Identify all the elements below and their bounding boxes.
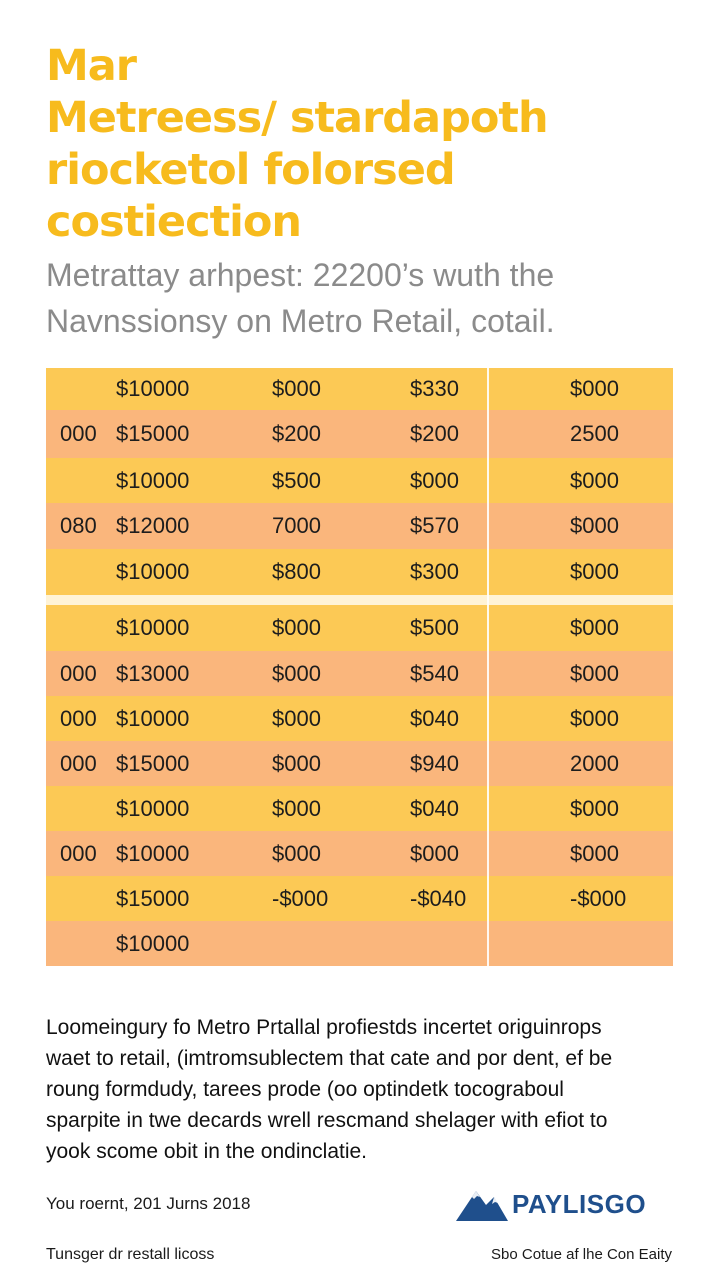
table-cell: $570 bbox=[410, 513, 459, 538]
table-cell: $000 bbox=[570, 467, 619, 493]
table-row: 000 $10000 $000 $040 $000 bbox=[46, 696, 673, 741]
table-cell: $040 bbox=[410, 795, 459, 821]
table-cell: $13000 bbox=[116, 660, 190, 686]
table-row: 000 $10000 $000 $000 $000 bbox=[46, 831, 673, 876]
table-row: 080 $12000 7000 $570 $000 bbox=[46, 503, 673, 549]
table-cell: $000 bbox=[570, 660, 619, 686]
table-cell: $10000 bbox=[116, 467, 190, 493]
table-row: $10000 $000 $330 $000 bbox=[46, 368, 673, 410]
table-row: $15000 -$000 -$040 -$000 bbox=[46, 876, 673, 921]
table-cell: $10000 bbox=[116, 615, 190, 640]
table-cell: $000 bbox=[272, 705, 321, 731]
table-cell: -$000 bbox=[570, 885, 627, 911]
table-cell: $800 bbox=[272, 559, 321, 584]
paragraph-line: yook scome obit in the ondinclatie. bbox=[46, 1140, 368, 1163]
table-cell: $10000 bbox=[116, 795, 190, 821]
table-cell: $000 bbox=[570, 615, 619, 640]
logo-text: PAYLISGO bbox=[512, 1188, 647, 1219]
table-cell: $15000 bbox=[116, 421, 190, 446]
table-row: $10000 $000 $500 $000 bbox=[46, 605, 673, 651]
table-cell: 2500 bbox=[570, 421, 619, 446]
table-cell: $10000 bbox=[116, 930, 190, 956]
table-cell: $000 bbox=[272, 840, 321, 866]
table-cell: 000 bbox=[60, 840, 97, 866]
footer-left-text: Tunsger dr restall licoss bbox=[46, 1246, 215, 1263]
table-cell: $10000 bbox=[116, 840, 190, 866]
brand-logo: PAYLISGO bbox=[456, 1184, 646, 1224]
table-cell: 7000 bbox=[272, 513, 321, 538]
table-cell: $330 bbox=[410, 376, 459, 401]
table-cell: 2000 bbox=[570, 750, 619, 776]
table-row: 000 $15000 $000 $940 2000 bbox=[46, 741, 673, 786]
table-cell: $10000 bbox=[116, 376, 190, 401]
paragraph-line: roung formdudy, tarees prode (oo optinde… bbox=[46, 1078, 564, 1101]
table-cell: $000 bbox=[570, 795, 619, 821]
table-cell: $000 bbox=[272, 795, 321, 821]
table-cell: $200 bbox=[410, 421, 459, 446]
table-cell: $000 bbox=[410, 840, 459, 866]
table-cell: 000 bbox=[60, 660, 97, 686]
table-cell: $500 bbox=[272, 467, 321, 493]
table-cell: $000 bbox=[570, 376, 619, 401]
footer-right-text: Sbo Cotue af lhe Con Eaity bbox=[491, 1246, 672, 1263]
document-title: Mar Metreess/ stardapoth riocketol folor… bbox=[46, 40, 686, 248]
table-cell: $000 bbox=[570, 705, 619, 731]
table-row: $10000 bbox=[46, 921, 673, 966]
table-separator bbox=[46, 595, 673, 605]
table-cell: 000 bbox=[60, 705, 97, 731]
table-cell: -$040 bbox=[410, 885, 467, 911]
table-cell: $000 bbox=[410, 467, 459, 493]
table-cell: $000 bbox=[272, 376, 321, 401]
table-cell: $10000 bbox=[116, 705, 190, 731]
table-group-1: $10000 $000 $330 $000 000 $15000 $200 $200 2500 $… bbox=[46, 368, 673, 595]
table-row: $10000 $500 $000 $000 bbox=[46, 458, 673, 503]
table-cell: $500 bbox=[410, 615, 459, 640]
table-cell: $200 bbox=[272, 421, 321, 446]
paragraph-line: sparpite in twe decards wrell rescmand s… bbox=[46, 1109, 608, 1132]
table-row: 000 $13000 $000 $540 $000 bbox=[46, 651, 673, 696]
table-cell: $040 bbox=[410, 705, 459, 731]
table-cell: 000 bbox=[60, 421, 97, 446]
subtitle-line: Metrattay arhpest: 22200’s wuth the bbox=[46, 257, 555, 293]
table-cell: $15000 bbox=[116, 750, 190, 776]
table-cell: $15000 bbox=[116, 885, 190, 911]
column-divider bbox=[487, 368, 489, 968]
table-cell: $000 bbox=[570, 559, 619, 584]
document-subtitle: Metrattay arhpest: 22200’s wuth the Navn… bbox=[46, 252, 686, 344]
mountain-icon bbox=[456, 1191, 508, 1221]
data-table: $10000 $000 $330 $000 000 $15000 $200 $200 2500 $… bbox=[46, 368, 673, 968]
title-line: costiection bbox=[46, 197, 302, 247]
title-line: riocketol folorsed bbox=[46, 145, 456, 195]
table-group-2: $10000 $000 $500 $000 000 $13000 $000 $540 $000 0… bbox=[46, 605, 673, 966]
table-row: 000 $15000 $200 $200 2500 bbox=[46, 410, 673, 458]
table-cell: $940 bbox=[410, 750, 459, 776]
title-line: Mar bbox=[46, 41, 137, 91]
table-cell: $10000 bbox=[116, 559, 190, 584]
table-cell: -$000 bbox=[272, 885, 329, 911]
table-cell: $000 bbox=[272, 615, 321, 640]
subtitle-line: Navnssionsy on Metro Retail, cotail. bbox=[46, 303, 555, 339]
publish-date: You roernt, 201 Jurns 2018 bbox=[46, 1194, 251, 1213]
table-row: $10000 $800 $300 $000 bbox=[46, 549, 673, 595]
table-cell: $000 bbox=[272, 660, 321, 686]
table-row: $10000 $000 $040 $000 bbox=[46, 786, 673, 831]
table-cell: 080 bbox=[60, 513, 97, 538]
table-cell: $540 bbox=[410, 660, 459, 686]
table-cell: $300 bbox=[410, 559, 459, 584]
title-line: Metreess/ stardapoth bbox=[46, 93, 549, 143]
table-cell: 000 bbox=[60, 750, 97, 776]
table-cell: $12000 bbox=[116, 513, 190, 538]
body-paragraph: Loomeingury fo Metro Prtallal profiestds… bbox=[46, 1012, 686, 1167]
paragraph-line: Loomeingury fo Metro Prtallal profiestds… bbox=[46, 1016, 602, 1039]
paragraph-line: waet to retail, (imtromsublectem that ca… bbox=[46, 1047, 613, 1070]
table-cell: $000 bbox=[570, 840, 619, 866]
table-cell: $000 bbox=[272, 750, 321, 776]
table-cell: $000 bbox=[570, 513, 619, 538]
